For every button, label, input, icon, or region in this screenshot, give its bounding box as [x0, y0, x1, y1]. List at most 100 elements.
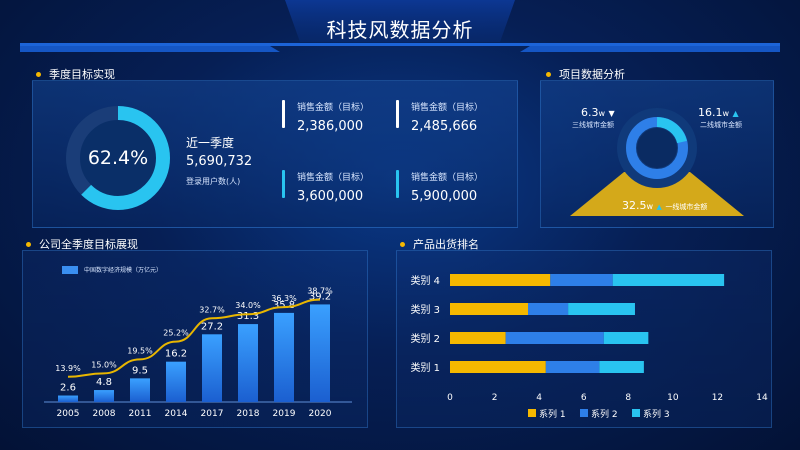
stat-bar: [396, 100, 399, 128]
legend-swatch: [632, 409, 640, 417]
x-tick-label: 2020: [309, 409, 332, 419]
stat-card: 销售金额（目标） 3,600,000: [282, 170, 369, 204]
bar-value-label: 27.2: [201, 321, 223, 332]
bar-value-label: 39.2: [309, 291, 331, 302]
section-label: 项目数据分析: [559, 68, 625, 81]
bottom-label: 一线城市金额: [665, 203, 708, 211]
line-value-label: 38.7%: [307, 287, 333, 296]
x-tick-label: 2018: [237, 409, 260, 419]
bullet-icon: [546, 71, 551, 77]
bar-value-label: 2.6: [60, 383, 76, 394]
legend-swatch: [528, 409, 536, 417]
category-label: 类别 4: [410, 274, 440, 287]
line-value-label: 15.0%: [91, 360, 117, 369]
gold-trapezoid: [570, 172, 744, 216]
bottom-number: 32.5: [622, 199, 647, 212]
section-title-shipping: 产品出货排名: [400, 236, 479, 252]
stat-value: 2,386,000: [297, 119, 364, 134]
quarter-number: 5,690,732: [186, 154, 253, 169]
left-number: 6.3: [581, 106, 599, 119]
stacked-bar-segment: [550, 274, 613, 286]
donut-percent: 62.4%: [88, 147, 148, 169]
x-tick-label: 8: [625, 393, 631, 403]
x-tick-label: 14: [756, 393, 768, 403]
triangle-down-icon: ▼: [608, 109, 615, 118]
quarter-sublabel: 登录用户数(人): [186, 177, 241, 186]
line-value-label: 34.0%: [235, 301, 261, 310]
right-unit: w: [722, 109, 730, 118]
bar: [310, 304, 330, 402]
left-unit: w: [598, 109, 606, 118]
main-donut: 62.4%: [66, 106, 170, 210]
x-tick-label: 2: [492, 393, 498, 403]
x-tick-label: 2019: [273, 409, 296, 419]
bar: [94, 390, 114, 402]
trend-line: [67, 298, 321, 378]
stacked-bar-segment: [545, 361, 600, 373]
x-tick-label: 6: [581, 393, 587, 403]
x-tick-label: 2008: [93, 409, 116, 419]
line-value-label: 36.3%: [271, 294, 297, 303]
stat-label: 销售金额（目标）: [411, 173, 484, 183]
x-tick-label: 2005: [57, 409, 80, 419]
x-tick-label: 2014: [165, 409, 188, 419]
stacked-bar-segment: [505, 332, 604, 344]
x-tick-label: 4: [536, 393, 542, 403]
bullet-icon: [36, 71, 41, 77]
section-title-project: 项目数据分析: [546, 66, 625, 82]
section-label: 季度目标实现: [49, 68, 115, 81]
stat-value: 2,485,666: [411, 119, 478, 134]
category-label: 类别 3: [410, 303, 440, 316]
bar: [274, 312, 294, 402]
header-decoration: [20, 0, 780, 52]
right-value: 16.1w ▲: [698, 106, 739, 119]
legend-label: 中国数字经济规模（万亿元）: [84, 266, 162, 274]
bottom-unit: w: [646, 202, 654, 211]
x-tick-label: 2011: [129, 409, 152, 419]
bullet-icon: [400, 241, 405, 247]
quarter-heading: 近一季度: [186, 136, 235, 150]
stat-value: 5,900,000: [411, 189, 478, 204]
x-tick-label: 2017: [201, 409, 224, 419]
left-value: 6.3w ▼: [581, 106, 615, 119]
bar-value-label: 31.3: [237, 311, 259, 322]
donut-ring-cyan: [656, 117, 687, 144]
stat-label: 销售金额（目标）: [411, 103, 484, 113]
stacked-bar-segment: [612, 274, 725, 286]
right-label: 二线城市金额: [700, 121, 742, 129]
stat-card: 销售金额（目标） 2,485,666: [396, 100, 483, 134]
legend-label: 系列 1: [539, 408, 566, 420]
donut-arc: [66, 106, 170, 210]
triangle-up-icon: ▲: [656, 203, 662, 211]
right-number: 16.1: [698, 106, 723, 119]
line-value-label: 32.7%: [199, 305, 225, 314]
stat-value: 3,600,000: [297, 189, 364, 204]
bar: [130, 378, 150, 402]
section-title-annual: 公司全季度目标展现: [26, 236, 138, 252]
stacked-bar-segment: [599, 361, 644, 373]
legend-swatch: [580, 409, 588, 417]
page-title: 科技风数据分析: [326, 18, 474, 42]
legend-label: 系列 2: [591, 408, 618, 420]
project-graphic: [570, 108, 744, 216]
stacked-bar-segment: [528, 303, 569, 315]
line-value-label: 19.5%: [127, 346, 153, 355]
bar: [202, 334, 222, 402]
line-value-label: 25.2%: [163, 329, 189, 338]
stat-bar: [396, 170, 399, 198]
section-label: 产品出货排名: [413, 238, 479, 251]
category-label: 类别 1: [410, 361, 440, 374]
stat-card: 销售金额（目标） 5,900,000: [396, 170, 483, 204]
left-label: 三线城市金额: [572, 121, 614, 129]
stat-bar: [282, 100, 285, 128]
stacked-bar-segment: [568, 303, 635, 315]
stat-label: 销售金额（目标）: [297, 103, 370, 113]
stacked-bar-segment: [450, 361, 546, 373]
x-tick-label: 10: [667, 393, 679, 403]
stacked-bar-segment: [450, 332, 506, 344]
stacked-bar-segment: [450, 274, 551, 286]
bottom-value: 32.5w ▲ 一线城市金额: [622, 199, 707, 212]
stat-card: 销售金额（目标） 2,386,000: [282, 100, 369, 134]
bar-value-label: 16.2: [165, 349, 187, 360]
triangle-up-icon: ▲: [732, 109, 739, 118]
